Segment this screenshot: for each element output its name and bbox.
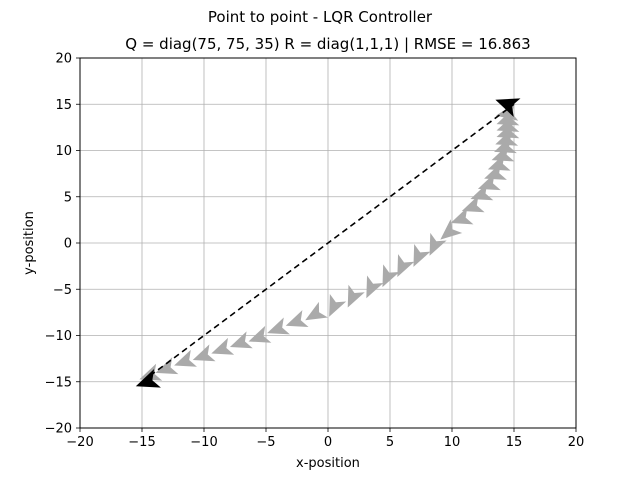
x-tick-label: 0 bbox=[324, 435, 332, 450]
trajectory-arrow bbox=[305, 301, 328, 321]
trajectory-arrow bbox=[477, 173, 501, 191]
start-arrow bbox=[135, 369, 161, 388]
y-tick-label: −20 bbox=[45, 422, 72, 437]
trajectory-arrow bbox=[267, 317, 290, 335]
trajectory-arrow bbox=[347, 284, 365, 308]
trajectory-arrow bbox=[484, 163, 507, 180]
y-tick-labels: −20 −15 −10 −5 0 5 10 15 20 bbox=[45, 52, 72, 437]
chart-title: Point to point - LQR Controller bbox=[208, 8, 433, 26]
chart-subtitle: Q = diag(75, 75, 35) R = diag(1,1,1) | R… bbox=[125, 35, 530, 53]
trajectory-arrow bbox=[155, 357, 179, 375]
trajectory-arrow bbox=[461, 195, 485, 213]
y-tick-label: 15 bbox=[55, 98, 72, 113]
data-marks bbox=[135, 98, 521, 388]
trajectory-arrow bbox=[329, 293, 347, 317]
y-tick-label: −15 bbox=[45, 375, 72, 390]
x-axis-label: x-position bbox=[296, 456, 360, 471]
y-tick-label: 20 bbox=[55, 52, 72, 67]
trajectory-arrow bbox=[382, 264, 400, 288]
goal-arrow bbox=[495, 98, 521, 117]
x-tick-label: −5 bbox=[256, 435, 275, 450]
x-tick-label: 5 bbox=[386, 435, 394, 450]
y-tick-label: −10 bbox=[45, 329, 72, 344]
x-tick-label: 20 bbox=[568, 435, 585, 450]
trajectory-arrow bbox=[366, 275, 384, 299]
trajectory-arrow bbox=[495, 103, 519, 121]
trajectory-arrow bbox=[429, 232, 447, 256]
y-tick-label: −5 bbox=[53, 283, 72, 298]
y-tick-label: 0 bbox=[64, 237, 72, 252]
y-tick-label: 5 bbox=[64, 190, 72, 205]
y-tick-label: 10 bbox=[55, 144, 72, 159]
x-tick-labels: −20 −15 −10 −5 0 5 10 15 20 bbox=[66, 435, 584, 450]
trajectory-arrow bbox=[491, 144, 515, 162]
y-axis-label: y-position bbox=[22, 211, 37, 275]
reference-line bbox=[141, 103, 515, 383]
x-tick-label: −10 bbox=[190, 435, 217, 450]
trajectory-arrow bbox=[450, 207, 474, 225]
axis-ticks bbox=[76, 57, 577, 432]
x-tick-label: −15 bbox=[128, 435, 155, 450]
trajectory-arrow bbox=[413, 243, 431, 267]
trajectory-arrow bbox=[487, 153, 511, 171]
trajectory-arrow bbox=[440, 219, 463, 240]
trajectory-arrow bbox=[211, 337, 235, 355]
x-tick-label: 10 bbox=[444, 435, 461, 450]
trajectory-arrow bbox=[397, 254, 415, 278]
trajectory-arrow bbox=[229, 331, 253, 349]
trajectory-arrow bbox=[174, 349, 197, 367]
x-tick-label: 15 bbox=[506, 435, 523, 450]
trajectory-arrow bbox=[470, 183, 494, 201]
trajectory-arrow bbox=[285, 310, 309, 328]
x-tick-label: −20 bbox=[66, 435, 93, 450]
trajectory-arrow bbox=[248, 325, 272, 343]
trajectory-arrow bbox=[192, 344, 216, 362]
